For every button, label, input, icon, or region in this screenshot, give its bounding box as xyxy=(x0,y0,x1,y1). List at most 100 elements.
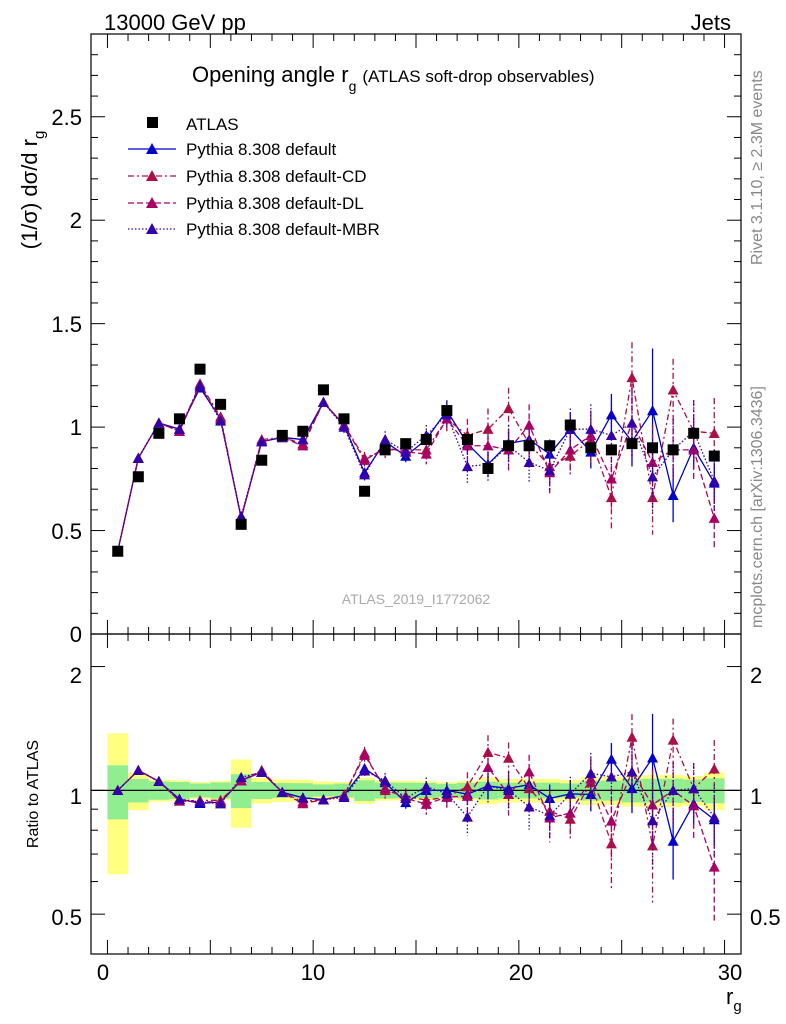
atlas-point-1 xyxy=(132,471,144,483)
point-ratio-mbr-27 xyxy=(667,784,679,796)
atlas-point-14 xyxy=(400,438,412,450)
point-ratio-mbr-0 xyxy=(112,784,124,796)
point-main-mbr-7 xyxy=(256,436,268,447)
y-axis-label-top: (1/σ) dσ/d rg xyxy=(17,131,48,250)
point-ratio-mbr-21 xyxy=(544,810,556,821)
point-ratio-mbr-20 xyxy=(523,801,535,812)
point-ratio-mbr-14 xyxy=(400,792,412,803)
atlas-point-17 xyxy=(461,434,473,446)
legend-mbr-marker xyxy=(146,223,158,234)
y-tick-label-2.5: 2.5 xyxy=(51,105,82,130)
point-main-mbr-4 xyxy=(194,380,206,391)
point-main-dl-17 xyxy=(461,440,473,451)
point-main-dl-18 xyxy=(482,440,494,451)
point-ratio-dl-9 xyxy=(297,798,309,809)
chart-title-sub: g xyxy=(349,78,357,94)
point-ratio-mbr-1 xyxy=(132,764,144,776)
ratio-tick-label-right-1: 1 xyxy=(750,784,762,809)
point-main-mbr-24 xyxy=(605,429,617,441)
atlas-point-10 xyxy=(317,384,329,396)
y-axis-label-top-text: (1/σ) dσ/d r xyxy=(17,139,42,249)
atlas-point-0 xyxy=(112,545,124,557)
x-tick-label-20: 20 xyxy=(509,960,533,985)
atlas-layer xyxy=(112,363,720,557)
series-line-ratio-cd xyxy=(117,736,715,847)
chart-title: Opening angle rg (ATLAS soft-drop observa… xyxy=(192,62,594,94)
point-main-mbr-2 xyxy=(153,417,165,428)
point-main-dl-15 xyxy=(420,448,432,459)
series-line-main-cd xyxy=(117,377,715,552)
x-axis-label: rg xyxy=(726,984,742,1015)
point-main-mbr-1 xyxy=(132,452,144,463)
atlas-point-7 xyxy=(256,454,268,466)
y-axis-label-bottom: Ratio to ATLAS xyxy=(25,740,42,848)
point-ratio-default-25 xyxy=(626,782,638,794)
point-ratio-mbr-12 xyxy=(359,765,371,776)
atlas-point-23 xyxy=(585,442,597,454)
point-main-mbr-5 xyxy=(215,415,227,426)
point-ratio-mbr-2 xyxy=(153,775,165,787)
point-ratio-mbr-5 xyxy=(215,798,227,809)
series-line-ratio-mbr xyxy=(117,769,715,822)
x-axis-label-sub: g xyxy=(733,998,741,1015)
point-main-mbr-6 xyxy=(235,510,247,521)
point-main-dl-24 xyxy=(605,473,617,484)
legend-cd-label: Pythia 8.308 default-CD xyxy=(186,167,367,186)
ratio-tick-label-right-2: 2 xyxy=(750,663,762,688)
point-main-dl-12 xyxy=(359,454,371,465)
header-energy: 13000 GeV pp xyxy=(104,10,246,35)
x-tick-label-30: 30 xyxy=(718,960,742,985)
atlas-point-21 xyxy=(544,440,556,452)
point-main-default-24 xyxy=(605,409,617,420)
analysis-watermark: ATLAS_2019_I1772062 xyxy=(342,591,491,607)
header-process: Jets xyxy=(691,10,731,35)
y-tick-label-0.5: 0.5 xyxy=(51,519,82,544)
series-mbr xyxy=(112,380,720,869)
point-ratio-mbr-16 xyxy=(441,788,453,799)
point-ratio-dl-12 xyxy=(359,749,371,760)
point-ratio-mbr-29 xyxy=(708,811,720,822)
point-ratio-cd-25 xyxy=(626,731,638,742)
atlas-point-24 xyxy=(605,444,617,456)
point-ratio-dl-18 xyxy=(482,761,494,773)
point-main-mbr-17 xyxy=(461,460,473,472)
point-ratio-mbr-19 xyxy=(503,784,515,796)
point-main-cd-19 xyxy=(503,402,515,414)
point-main-mbr-29 xyxy=(708,475,720,486)
atlas-point-11 xyxy=(338,413,350,425)
point-main-mbr-23 xyxy=(585,423,597,434)
legend: ATLAS Pythia 8.308 default Pythia 8.308 … xyxy=(128,115,380,239)
legend-dl-label: Pythia 8.308 default-DL xyxy=(186,194,364,213)
point-ratio-default-27 xyxy=(667,835,679,846)
point-main-mbr-26 xyxy=(647,471,659,482)
atlas-point-25 xyxy=(626,438,638,450)
series-line-main-dl xyxy=(117,384,715,552)
point-ratio-default-26 xyxy=(647,752,659,763)
point-ratio-mbr-28 xyxy=(688,783,700,794)
ratio-tick-label-0.5: 0.5 xyxy=(51,905,82,930)
point-ratio-mbr-23 xyxy=(585,767,597,779)
point-main-mbr-10 xyxy=(317,396,329,407)
atlas-point-27 xyxy=(667,444,679,456)
point-main-cd-29 xyxy=(708,427,720,438)
atlas-point-2 xyxy=(153,427,165,439)
atlas-point-5 xyxy=(215,398,227,410)
point-ratio-mbr-13 xyxy=(379,775,391,786)
ratio-tick-label-2: 2 xyxy=(70,663,82,688)
point-ratio-dl-15 xyxy=(420,798,432,809)
legend-default-label: Pythia 8.308 default xyxy=(186,140,337,159)
point-main-dl-23 xyxy=(585,429,597,441)
point-ratio-cd-29 xyxy=(708,763,720,774)
point-ratio-mbr-4 xyxy=(194,796,206,807)
point-ratio-mbr-9 xyxy=(297,792,309,803)
point-ratio-mbr-15 xyxy=(420,781,432,792)
point-ratio-dl-24 xyxy=(605,815,617,826)
point-ratio-mbr-22 xyxy=(564,788,576,799)
point-ratio-mbr-7 xyxy=(256,766,268,777)
legend-atlas-label: ATLAS xyxy=(186,115,239,134)
point-main-cd-25 xyxy=(626,371,638,383)
legend-default-marker xyxy=(146,143,158,154)
atlas-point-3 xyxy=(173,413,185,425)
point-main-mbr-13 xyxy=(379,434,391,445)
